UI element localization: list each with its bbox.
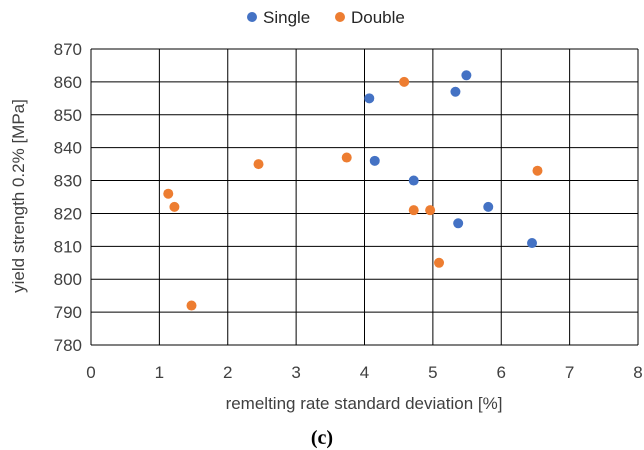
y-tick-label: 800 (54, 270, 82, 289)
data-point-single (364, 93, 375, 104)
legend-marker (335, 12, 345, 22)
x-axis-ticks: 0 1 2 3 4 5 6 7 8 (86, 363, 642, 382)
data-point-single (527, 238, 538, 249)
y-tick-label: 860 (54, 73, 82, 92)
data-point-double (399, 76, 410, 87)
x-tick-label: 0 (86, 363, 95, 382)
x-tick-label: 4 (360, 363, 369, 382)
x-tick-label: 5 (428, 363, 437, 382)
data-point-double (186, 300, 197, 311)
legend-label: Double (351, 8, 405, 27)
data-point-single (453, 218, 464, 229)
legend-item-single: Single (247, 8, 310, 27)
data-point-double (341, 152, 352, 163)
data-point-single (483, 201, 494, 212)
data-point-double (434, 257, 445, 268)
x-tick-label: 7 (565, 363, 574, 382)
legend-marker (247, 12, 257, 22)
data-point-double (169, 201, 180, 212)
data-point-double (425, 205, 436, 216)
x-tick-label: 8 (633, 363, 642, 382)
y-tick-label: 870 (54, 40, 82, 59)
data-point-double (163, 188, 174, 199)
x-tick-label: 3 (291, 363, 300, 382)
x-tick-label: 2 (223, 363, 232, 382)
legend-label: Single (263, 8, 310, 27)
data-point-single (450, 86, 461, 97)
x-axis-label: remelting rate standard deviation [%] (226, 394, 503, 413)
x-tick-label: 1 (155, 363, 164, 382)
series-single (364, 70, 538, 249)
y-tick-label: 830 (54, 172, 82, 191)
y-axis-ticks: 780 790 800 810 820 830 840 850 860 870 (54, 40, 82, 355)
y-tick-label: 820 (54, 204, 82, 223)
legend: Single Double (247, 8, 405, 27)
data-point-single (369, 155, 380, 166)
data-point-double (408, 205, 419, 216)
gridlines (90, 48, 639, 346)
y-axis-label: yield strength 0.2% [MPa] (9, 99, 28, 293)
data-points (163, 70, 543, 311)
y-tick-label: 810 (54, 237, 82, 256)
data-point-double (532, 165, 543, 176)
data-point-double (253, 159, 264, 170)
data-point-single (461, 70, 472, 81)
data-point-single (408, 175, 419, 186)
y-tick-label: 840 (54, 139, 82, 158)
figure-caption: (c) (311, 427, 333, 449)
y-tick-label: 850 (54, 106, 82, 125)
series-double (163, 76, 543, 311)
legend-item-double: Double (335, 8, 405, 27)
x-tick-label: 6 (497, 363, 506, 382)
y-tick-label: 790 (54, 303, 82, 322)
y-tick-label: 780 (54, 336, 82, 355)
